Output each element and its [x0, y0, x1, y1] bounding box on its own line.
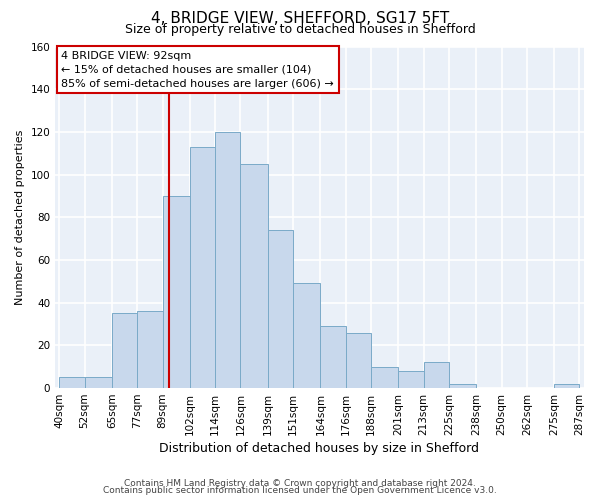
Text: 4 BRIDGE VIEW: 92sqm
← 15% of detached houses are smaller (104)
85% of semi-deta: 4 BRIDGE VIEW: 92sqm ← 15% of detached h…: [61, 51, 334, 89]
Text: Contains public sector information licensed under the Open Government Licence v3: Contains public sector information licen…: [103, 486, 497, 495]
Bar: [112, 314, 137, 388]
Text: Size of property relative to detached houses in Shefford: Size of property relative to detached ho…: [125, 22, 475, 36]
Bar: [190, 147, 215, 388]
Bar: [163, 196, 190, 388]
Bar: [371, 366, 398, 388]
Bar: [554, 384, 580, 388]
Bar: [59, 378, 85, 388]
Bar: [398, 371, 424, 388]
Text: Contains HM Land Registry data © Crown copyright and database right 2024.: Contains HM Land Registry data © Crown c…: [124, 478, 476, 488]
Bar: [424, 362, 449, 388]
Bar: [241, 164, 268, 388]
Bar: [320, 326, 346, 388]
Bar: [346, 332, 371, 388]
Bar: [215, 132, 241, 388]
Bar: [293, 284, 320, 388]
Bar: [268, 230, 293, 388]
Bar: [85, 378, 112, 388]
Y-axis label: Number of detached properties: Number of detached properties: [15, 130, 25, 305]
Text: 4, BRIDGE VIEW, SHEFFORD, SG17 5FT: 4, BRIDGE VIEW, SHEFFORD, SG17 5FT: [151, 11, 449, 26]
Bar: [137, 311, 163, 388]
Bar: [449, 384, 476, 388]
X-axis label: Distribution of detached houses by size in Shefford: Distribution of detached houses by size …: [160, 442, 479, 455]
